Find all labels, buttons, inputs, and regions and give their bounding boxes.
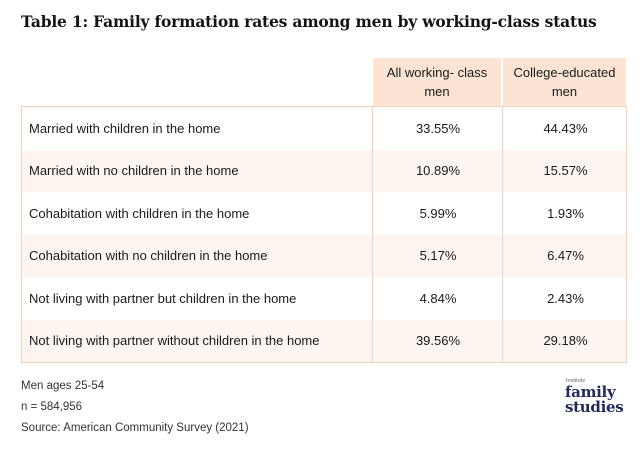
college-value: 15.57% <box>543 163 588 179</box>
row-label: Cohabitation with no children in the hom… <box>29 248 268 264</box>
note-source: Source: American Community Survey (2021) <box>21 422 249 434</box>
table-row: Cohabitation with children in the home 5… <box>22 192 626 235</box>
working-class-value: 5.99% <box>419 205 457 221</box>
row-label: Married with children in the home <box>29 120 221 136</box>
working-class-value: 4.84% <box>419 290 457 306</box>
ifs-logo: Institute family studies <box>563 378 629 418</box>
note-sample: Men ages 25-54 <box>21 380 105 392</box>
table-title: Table 1: Family formation rates among me… <box>21 12 597 31</box>
table-body: Married with children in the home 33.55%… <box>21 106 627 363</box>
table-row: Not living with partner without children… <box>22 319 626 362</box>
table-notes: Men ages 25-54 n = 584,956 Source: Ameri… <box>21 376 249 439</box>
row-label: Not living with partner without children… <box>29 333 320 349</box>
table-row: Cohabitation with no children in the hom… <box>22 234 626 277</box>
column-header-working-class-label: All working- class men <box>386 65 488 99</box>
data-table: All working- class men College-educated … <box>21 58 627 363</box>
table-row: Married with children in the home 33.55%… <box>22 107 626 150</box>
column-header-working-class: All working- class men <box>373 58 501 106</box>
working-class-value: 33.55% <box>415 120 461 136</box>
college-value: 6.47% <box>547 248 584 264</box>
working-class-value: 39.56% <box>415 333 461 349</box>
logo-studies-text: studies <box>565 398 624 416</box>
table-row: Married with no children in the home 10.… <box>22 149 626 192</box>
table-header-row: All working- class men College-educated … <box>21 58 626 106</box>
note-n: n = 584,956 <box>21 401 83 413</box>
row-label: Cohabitation with children in the home <box>29 205 250 221</box>
row-label: Married with no children in the home <box>29 163 239 179</box>
college-value: 2.43% <box>547 290 584 306</box>
working-class-value: 5.17% <box>419 248 457 264</box>
column-header-college: College-educated men <box>503 58 626 106</box>
column-header-college-label: College-educated men <box>513 65 616 99</box>
logo-family-text: family <box>565 383 616 401</box>
logo-institute-text: Institute <box>566 378 586 384</box>
column-divider <box>502 106 503 363</box>
working-class-value: 10.89% <box>415 163 461 179</box>
college-value: 29.18% <box>543 333 588 349</box>
column-divider <box>372 106 373 363</box>
row-label: Not living with partner but children in … <box>29 290 297 306</box>
college-value: 1.93% <box>547 205 584 221</box>
college-value: 44.43% <box>543 120 588 136</box>
table-row: Not living with partner but children in … <box>22 277 626 320</box>
